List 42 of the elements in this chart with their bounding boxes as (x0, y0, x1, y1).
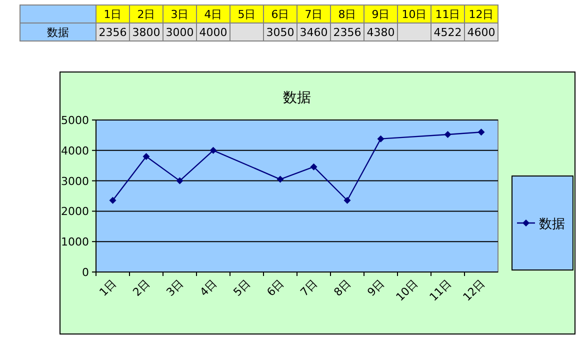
data-label: 3000 (166, 26, 194, 39)
data-label: 3050 (266, 26, 294, 39)
x-tick-label: 5日 (230, 276, 253, 299)
x-tick-label: 2日 (130, 276, 152, 299)
y-tick-label: 5000 (61, 114, 89, 127)
point (210, 146, 217, 154)
data-label: 4600 (467, 26, 496, 39)
y-tick-label: 0 (82, 266, 89, 279)
point (377, 135, 384, 142)
legend-label: 数据 (539, 217, 565, 232)
legend: 数据 (512, 176, 574, 270)
y-tick-label: 3000 (61, 174, 89, 188)
x-tick-label: 11日 (427, 276, 454, 304)
data-label: 4522 (434, 26, 462, 39)
x-tick-label: 10日 (394, 276, 420, 304)
data-label: 4380 (366, 26, 395, 39)
x-tick-label: 3日 (164, 276, 186, 299)
point (478, 128, 485, 136)
point (176, 177, 184, 184)
x-tick-label: 6日 (264, 276, 286, 299)
point (109, 196, 116, 204)
point (142, 152, 150, 160)
x-tick-label: 7日 (298, 276, 320, 299)
point (310, 163, 318, 170)
x-tick-label: 1日 (96, 276, 119, 299)
point (444, 131, 452, 138)
data-label: 3460 (300, 26, 328, 39)
data-table: 1日 2日 3日 4日 5日 6日 7日 8日 9日 10日 11日 12日 数据 2356 3800 3000 4000 3050 3460 2356 4380 4522 4600 (20, 4, 498, 42)
x-tick-label: 8日 (331, 276, 354, 299)
y-tick-label: 1000 (61, 236, 89, 249)
data-label: 2356 (98, 26, 127, 39)
data-label: 4000 (199, 26, 228, 39)
data-label: 3800 (132, 26, 160, 39)
point (276, 176, 284, 183)
x-tick-label: 12日 (460, 276, 488, 304)
y-tick-label: 2000 (61, 205, 89, 218)
y-tick-label: 4000 (61, 144, 89, 158)
point (344, 196, 351, 204)
x-tick-label: 4日 (197, 276, 220, 299)
chart-title: 数据 (283, 90, 311, 106)
data-label: 2356 (333, 26, 362, 39)
x-tick-label: 9日 (364, 276, 387, 299)
